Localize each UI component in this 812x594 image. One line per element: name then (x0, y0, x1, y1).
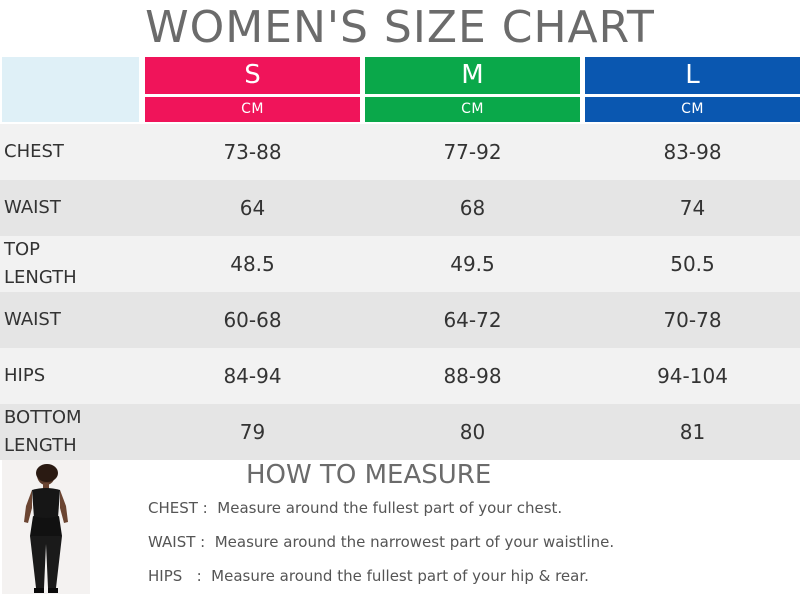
cell-m: 80 (459, 420, 486, 444)
cell-s: 73-88 (223, 140, 282, 164)
cell-l: 70-78 (663, 308, 722, 332)
model-photo (2, 460, 90, 594)
table-row: WAIST 64 68 74 (0, 180, 800, 236)
cell-m: 88-98 (443, 364, 502, 388)
cell-l: 81 (679, 420, 706, 444)
cell-s: 64 (239, 196, 266, 220)
how-to-measure-title: HOW TO MEASURE (246, 460, 492, 490)
table-row: CHEST 73-88 77-92 83-98 (0, 124, 800, 180)
cell-l: 94-104 (657, 364, 728, 388)
measure-line-hips: HIPS : Measure around the fullest part o… (148, 567, 589, 585)
table-corner-cell (2, 57, 139, 122)
cell-m: 68 (459, 196, 486, 220)
cell-m: 64-72 (443, 308, 502, 332)
cell-m: 77-92 (443, 140, 502, 164)
table-row: WAIST 60-68 64-72 70-78 (0, 292, 800, 348)
unit-header-l: CM (585, 97, 800, 122)
row-label: TOP LENGTH (4, 239, 77, 288)
cell-s: 79 (239, 420, 266, 444)
row-label: WAIST (4, 309, 61, 330)
cell-m: 49.5 (450, 252, 495, 276)
row-label: WAIST (4, 197, 61, 218)
cell-s: 60-68 (223, 308, 282, 332)
size-header-l: L (585, 57, 800, 94)
row-label: BOTTOM LENGTH (4, 407, 82, 456)
size-header-s: S (145, 57, 360, 94)
table-row: BOTTOM LENGTH 79 80 81 (0, 404, 800, 460)
model-figure-icon (2, 460, 90, 594)
page-title: WOMEN'S SIZE CHART (145, 2, 655, 53)
unit-header-m: CM (365, 97, 580, 122)
cell-s: 48.5 (230, 252, 275, 276)
row-label: CHEST (4, 141, 64, 162)
table-row: HIPS 84-94 88-98 94-104 (0, 348, 800, 404)
measure-line-waist: WAIST : Measure around the narrowest par… (148, 533, 615, 551)
cell-l: 74 (679, 196, 706, 220)
cell-l: 83-98 (663, 140, 722, 164)
size-header-m: M (365, 57, 580, 94)
measure-line-chest: CHEST : Measure around the fullest part … (148, 499, 563, 517)
cell-s: 84-94 (223, 364, 282, 388)
table-row: TOP LENGTH 48.5 49.5 50.5 (0, 236, 800, 292)
unit-header-s: CM (145, 97, 360, 122)
row-label: HIPS (4, 365, 46, 386)
cell-l: 50.5 (670, 252, 715, 276)
